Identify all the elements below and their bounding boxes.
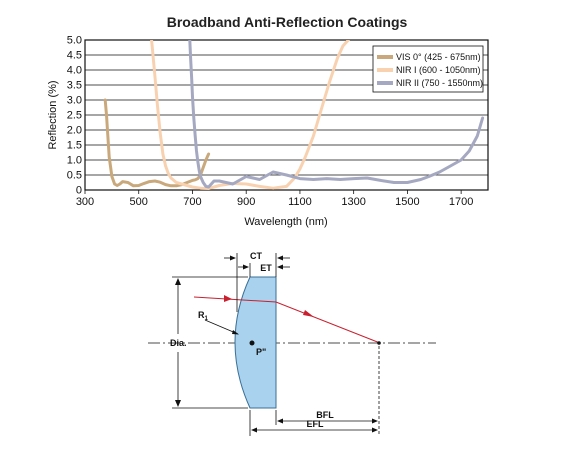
bfl-arrow-right	[372, 418, 378, 424]
x-tick-label: 900	[237, 196, 255, 208]
y-tick-label: 3.5	[67, 80, 82, 92]
lens-diagram: P" Dia. CT ET R1	[148, 251, 436, 436]
series-line-1	[150, 40, 350, 190]
dia-label: Dia.	[170, 338, 187, 348]
ray-path	[193, 296, 381, 344]
x-tick-label: 1100	[288, 196, 312, 208]
legend-label-2: NIR II (750 - 1550nm)	[396, 78, 483, 88]
ray-arrow-in	[224, 295, 232, 302]
y-tick-label: 5.0	[67, 35, 82, 47]
plano-convex-lens	[234, 276, 277, 409]
principal-point-dot	[249, 340, 255, 346]
x-axis-label: Wavelength (nm)	[244, 216, 327, 228]
principal-point-label: P"	[256, 347, 266, 357]
y-tick-label: 3.0	[67, 95, 82, 107]
series-lines	[103, 40, 485, 190]
y-tick-label: 0.5	[67, 170, 82, 182]
x-tick-label: 500	[130, 196, 148, 208]
r1-leader	[204, 319, 239, 335]
x-tick-labels: 300 500 700 900 1100 1300 1500 1700	[76, 190, 473, 208]
r1-leader-arrow	[232, 330, 239, 335]
ray	[193, 295, 381, 344]
ct-arrow-right	[277, 255, 283, 261]
et-arrow-left	[243, 264, 249, 270]
x-tick-label: 1300	[341, 196, 365, 208]
legend-label-0: VIS 0° (425 - 675nm)	[396, 52, 481, 62]
series-line-0	[103, 98, 211, 188]
et-label: ET	[260, 263, 272, 273]
ray-arrow-out	[303, 310, 314, 317]
x-tick-label: 1700	[449, 196, 473, 208]
dia-arrow-top	[175, 278, 181, 285]
et-arrow-right	[277, 264, 283, 270]
r1-label: R1	[198, 310, 209, 322]
efl-label: EFL	[307, 419, 325, 429]
x-tick-label: 1500	[395, 196, 419, 208]
y-tick-label: 4.5	[67, 50, 82, 62]
x-tick-label: 300	[76, 196, 94, 208]
x-tick-label: 700	[183, 196, 201, 208]
chart-title: Broadband Anti-Reflection Coatings	[167, 14, 408, 30]
y-tick-label: 2.5	[67, 110, 82, 122]
ct-label: CT	[250, 251, 262, 261]
y-tick-label: 0	[76, 185, 82, 197]
bfl-arrow-left	[277, 418, 283, 424]
y-tick-label: 1.5	[67, 140, 82, 152]
efl-arrow-right	[372, 427, 378, 433]
y-tick-label: 2.0	[67, 125, 82, 137]
y-tick-label: 4.0	[67, 65, 82, 77]
legend-label-1: NIR I (600 - 1050nm)	[396, 65, 481, 75]
ct-arrow-left	[230, 255, 236, 261]
y-axis-label: Reflection (%)	[47, 80, 59, 149]
efl-arrow-left	[251, 427, 257, 433]
dia-arrow-bottom	[175, 400, 181, 407]
bfl-label: BFL	[316, 410, 334, 420]
y-tick-labels: 0 0.5 1.0 1.5 2.0 2.5 3.0 3.5 4.0 4.5 5.0	[67, 35, 82, 197]
legend: VIS 0° (425 - 675nm) NIR I (600 - 1050nm)…	[372, 45, 484, 93]
series-line-2	[188, 40, 485, 189]
y-tick-label: 1.0	[67, 155, 82, 167]
focal-point-dot	[377, 341, 381, 345]
